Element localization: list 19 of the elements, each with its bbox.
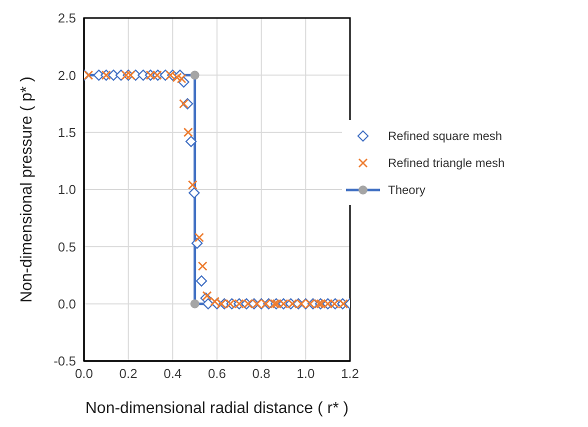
legend-label: Refined triangle mesh <box>388 156 505 170</box>
x-tick-label: 1.0 <box>296 366 315 382</box>
y-axis-title: Non-dimensional pressure ( p* ) <box>18 76 36 302</box>
x-tick-label: 1.2 <box>340 366 360 382</box>
y-tick-label: 1.0 <box>58 182 76 198</box>
y-tick-label: -0.5 <box>54 354 76 369</box>
y-tick-label: 1.5 <box>58 124 76 140</box>
legend-label: Theory <box>388 182 426 196</box>
legend-label: Refined square mesh <box>388 128 502 142</box>
x-tick-label: 0.2 <box>119 366 138 382</box>
x-tick-label: 0.0 <box>74 366 94 382</box>
x-tick-label: 0.6 <box>208 366 226 382</box>
x-tick-label: 0.8 <box>252 366 270 382</box>
y-tick-label: 0.0 <box>58 296 76 312</box>
y-tick-label: 2.0 <box>58 68 76 83</box>
y-tick-label: 0.5 <box>58 239 76 254</box>
x-tick-label: 0.4 <box>164 366 182 382</box>
y-tick-label: 2.5 <box>58 10 76 26</box>
x-axis-title: Non-dimensional radial distance ( r* ) <box>85 400 349 417</box>
